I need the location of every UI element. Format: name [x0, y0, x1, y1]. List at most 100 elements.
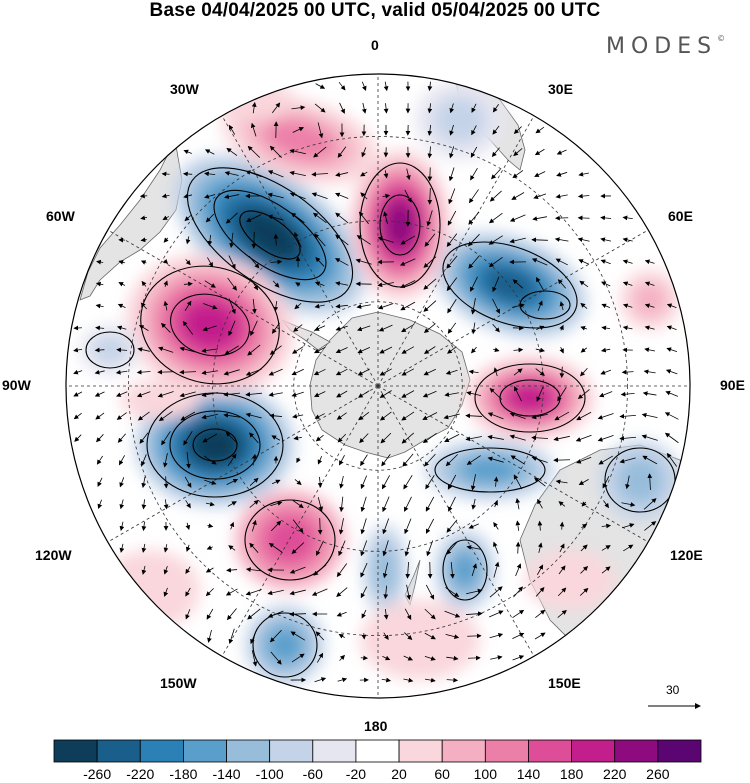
- wind-arrow: [664, 432, 679, 444]
- wind-arrow: [383, 211, 388, 225]
- wind-arrow: [471, 103, 477, 113]
- wind-arrow: [493, 561, 500, 578]
- wind-arrow: [467, 233, 480, 247]
- wind-arrow: [270, 501, 283, 507]
- wind-arrow: [575, 434, 592, 442]
- wind-arrow: [379, 390, 392, 398]
- wind-arrow: [601, 523, 612, 529]
- wind-arrow: [357, 346, 371, 354]
- wind-arrow: [163, 544, 169, 553]
- wind-arrow: [185, 259, 191, 266]
- wind-arrow: [468, 211, 480, 225]
- wind-arrow: [267, 589, 284, 596]
- wind-arrow: [95, 281, 104, 287]
- wind-arrow: [203, 303, 218, 310]
- wind-arrow: [492, 125, 500, 135]
- wind-arrow: [644, 347, 656, 353]
- wind-arrow: [360, 518, 367, 535]
- wind-arrow: [512, 655, 525, 661]
- wind-arrow: [183, 149, 192, 155]
- wind-arrow: [664, 412, 679, 420]
- lon-label-90w: 90W: [2, 377, 31, 393]
- wind-arrow: [557, 387, 567, 402]
- wind-arrow: [136, 369, 151, 375]
- wind-arrow: [557, 279, 566, 289]
- wind-arrow: [531, 413, 548, 420]
- wind-arrow: [489, 387, 503, 400]
- wind-arrow: [555, 193, 568, 199]
- wind-arrow: [424, 677, 436, 683]
- wind-arrow: [163, 280, 168, 288]
- colorbar-swatch: [312, 739, 357, 763]
- wind-arrow: [465, 611, 483, 617]
- wind-arrow: [602, 476, 610, 489]
- wind-arrow: [206, 545, 213, 550]
- wind-arrow: [382, 540, 389, 557]
- wind-arrow: [96, 259, 104, 265]
- wind-arrow: [382, 655, 391, 661]
- wind-arrow: [470, 276, 478, 292]
- wind-arrow: [289, 192, 306, 200]
- wind-arrow: [360, 540, 368, 557]
- wind-arrow: [600, 259, 611, 265]
- wind-arrow: [383, 170, 389, 179]
- wind-arrow: [202, 325, 217, 332]
- wind-arrow: [580, 367, 588, 377]
- wind-arrow: [445, 369, 458, 375]
- wind-arrow: [513, 347, 524, 353]
- wind-arrow: [245, 368, 262, 376]
- wind-arrow: [202, 433, 218, 443]
- wind-arrow: [377, 236, 394, 243]
- wind-arrow: [96, 455, 104, 465]
- wind-arrow: [313, 146, 327, 158]
- wind-arrow: [642, 455, 658, 465]
- wind-arrow: [492, 103, 499, 113]
- wind-arrow: [446, 655, 459, 661]
- wind-arrow: [163, 499, 169, 510]
- wind-arrow: [267, 192, 284, 199]
- wind-arrow: [600, 237, 612, 243]
- wind-arrow: [73, 369, 83, 375]
- anomaly-patch: [525, 550, 615, 610]
- wind-arrow: [335, 303, 348, 309]
- lon-label-0: 0: [371, 37, 379, 53]
- wind-arrow: [511, 192, 525, 200]
- wind-arrow: [403, 677, 414, 683]
- wind-arrow: [313, 391, 326, 397]
- wind-arrow: [250, 320, 258, 336]
- wind-arrow: [224, 171, 239, 176]
- colorbar-swatch: [528, 739, 573, 763]
- meridian-line: [377, 229, 649, 387]
- wind-arrow: [183, 431, 193, 446]
- anomaly-patch: [181, 300, 239, 350]
- lon-label-60e: 60E: [668, 208, 693, 224]
- wind-arrow: [666, 347, 678, 353]
- wind-arrow: [225, 588, 238, 596]
- wind-arrow: [228, 255, 236, 270]
- wind-arrow: [271, 102, 281, 114]
- wind-arrow: [336, 587, 348, 597]
- wind-arrow: [493, 367, 499, 377]
- wind-arrow: [290, 212, 305, 224]
- wind-arrow: [383, 609, 389, 620]
- wind-arrow: [163, 453, 168, 468]
- wind-arrow: [314, 325, 326, 331]
- wind-arrow: [579, 280, 589, 288]
- wind-arrow: [339, 454, 345, 466]
- wind-arrow: [73, 347, 83, 353]
- wind-arrow: [578, 259, 590, 265]
- wind-arrow: [141, 280, 147, 287]
- wind-arrow: [269, 629, 282, 643]
- wind-arrow: [311, 171, 329, 177]
- contour-line: [252, 612, 318, 678]
- wind-arrow: [427, 81, 433, 92]
- wind-arrow: [360, 475, 368, 490]
- wind-arrow: [576, 411, 592, 421]
- wind-arrow: [488, 610, 504, 618]
- colorbar-tick-label: 60: [434, 766, 450, 782]
- wind-arrow: [642, 391, 657, 396]
- colorbar-swatch: [53, 739, 98, 763]
- wind-arrow: [163, 300, 169, 311]
- wind-arrow: [580, 302, 588, 309]
- wind-arrow: [361, 609, 367, 619]
